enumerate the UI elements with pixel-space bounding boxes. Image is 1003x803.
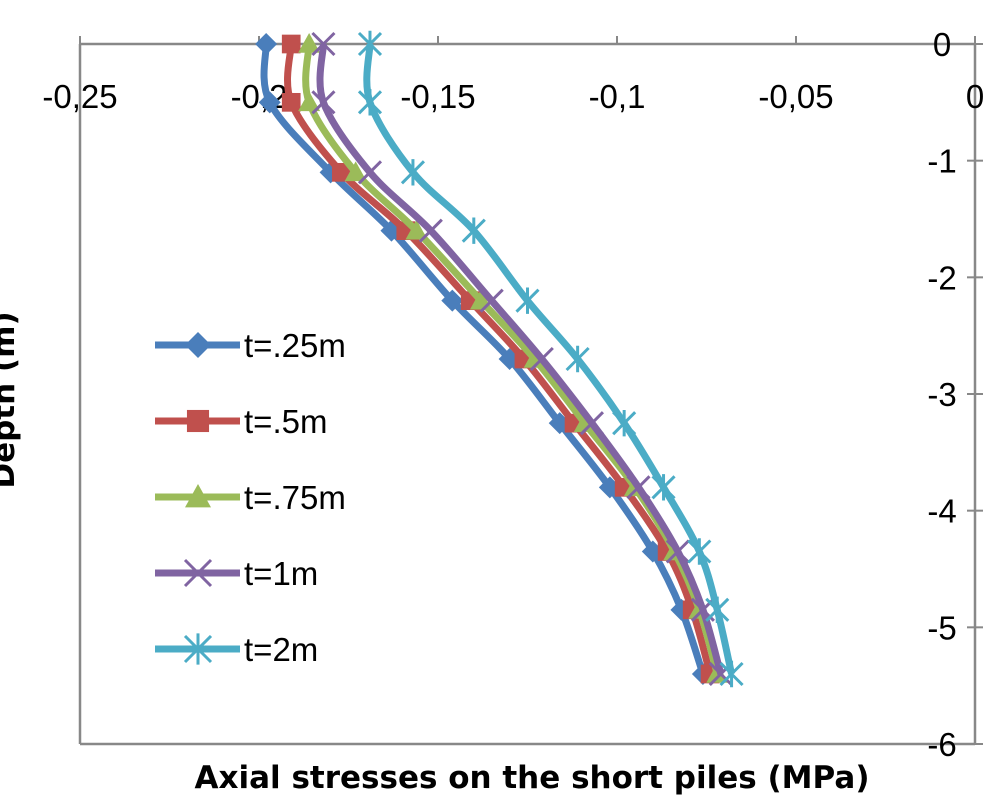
y-tick-label: -3 [927,376,956,413]
series-marker-x [418,218,443,243]
series-marker-diamond [258,91,281,114]
series-marker-x [529,346,554,372]
legend-item: t=2m [155,631,318,668]
series-marker-star [719,660,744,688]
series-marker-star [461,217,486,244]
legend-item: t=.5m [155,403,327,440]
series-marker-star [357,30,383,58]
series-marker-square [281,34,301,54]
legend-label: t=.75m [244,479,346,516]
y-tick-label: -1 [927,143,956,180]
series-marker-triangle [298,33,321,53]
legend: t=.25m t=.5m t=.75m t=1m t=2m [155,327,346,668]
series-marker-star [687,538,712,565]
y-axis-ticks: 0 -1 -2 -3 -4 -5 -6 [927,26,983,763]
series-marker-star [400,159,426,186]
series-marker-star [183,633,213,665]
legend-label: t=1m [244,555,318,592]
series-marker-x [579,411,605,436]
legend-label: t=.5m [244,403,327,440]
x-tick-label: -0,25 [42,78,117,115]
series-marker-x [357,160,383,185]
series-marker-x [626,475,651,500]
y-tick-label: -4 [927,493,956,530]
series-marker-triangle [298,91,321,112]
series-marker-diamond [255,33,278,55]
x-axis-ticks: -0,25 -0,2 -0,15 -0,1 -0,05 0 [42,36,984,115]
series-marker-triangle [185,484,211,508]
series-marker-star [357,89,383,116]
series-marker-x [665,539,690,564]
series-marker-x [183,558,213,588]
series-marker-star [612,409,637,437]
series-marker-x [479,288,504,313]
series-marker-diamond [441,289,464,312]
series-marker-diamond [185,332,211,358]
legend-item: t=.25m [155,327,346,364]
plot-frame [78,42,977,746]
y-tick-label: -2 [927,259,956,296]
x-tick-label: 0 [966,78,984,115]
y-tick-label: 0 [933,26,951,63]
series-marker-star [705,596,730,624]
series-marker-x [311,90,336,115]
series-t=2m [357,30,744,688]
y-tick-label: -5 [927,609,956,646]
x-tick-label: -0,05 [758,78,833,115]
series-marker-star [651,474,676,501]
legend-item: t=.75m [155,479,346,516]
x-tick-label: -0,1 [589,78,646,115]
series-marker-square [186,409,210,433]
series-marker-square [331,162,351,182]
legend-item: t=1m [155,555,318,592]
y-tick-label: -6 [927,726,956,763]
legend-label: t=.25m [244,327,346,364]
x-tick-label: -0,2 [231,78,288,115]
series-marker-triangle [344,161,367,182]
legend-label: t=2m [244,631,318,668]
series-marker-x [311,31,336,57]
series-marker-triangle [573,412,596,432]
series-marker-triangle [523,348,546,368]
x-axis-title: Axial stresses on the short piles (MPa) [195,760,870,796]
series-marker-square [281,92,301,112]
y-axis-title: Depth (m) [0,311,22,488]
series-layer [255,30,744,688]
x-tick-label: -0,15 [400,78,475,115]
series-marker-triangle [405,219,428,240]
series-marker-star [515,287,540,314]
series-marker-star [565,345,590,373]
